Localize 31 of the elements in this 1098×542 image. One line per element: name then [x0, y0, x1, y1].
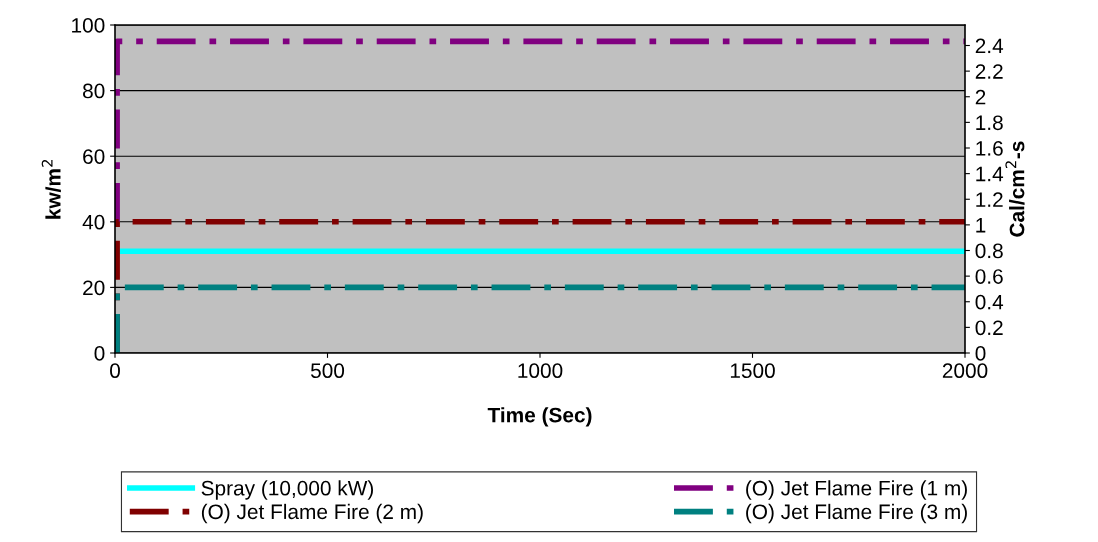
legend-label: (O) Jet Flame Fire (3 m) — [746, 503, 967, 524]
y2-tick-label: 0 — [975, 346, 986, 361]
y2-tick-label: 1 — [976, 218, 986, 233]
y2-tick-label: 0.6 — [975, 269, 1003, 284]
legend-label: (O) Jet Flame Fire (1 m) — [746, 480, 967, 500]
y-tick-label: 80 — [83, 83, 105, 99]
y-tick-label: 40 — [82, 214, 105, 230]
x-tick-label: 0 — [110, 363, 120, 379]
y2-axis-title: Cal/cm$^{2}$-s — [1005, 141, 1025, 237]
y-tick-label: 60 — [83, 149, 105, 164]
y-tick-label: 20 — [83, 280, 105, 296]
x-tick-label: 1500 — [730, 363, 775, 379]
legend-label: Spray (10,000 kW) — [201, 480, 374, 500]
y2-tick-label: 2.2 — [975, 64, 1003, 79]
x-tick-label: 500 — [310, 363, 345, 379]
y2-tick-label: 1.6 — [976, 141, 1003, 156]
y2-tick-label: 0.2 — [975, 320, 1003, 336]
y2-tick-label: 1.4 — [976, 166, 1004, 182]
y-tick-label: 0 — [94, 346, 105, 361]
y2-tick-label: 0.8 — [975, 243, 1003, 259]
y2-tick-label: 1.8 — [976, 115, 1003, 131]
y-axis-title: kw/m$^{2}$ — [41, 160, 61, 219]
y-tick-label: 100 — [72, 18, 105, 33]
y2-tick-label: 2 — [975, 89, 986, 105]
x-axis-title: Time (Sec) — [487, 407, 592, 427]
x-tick-label: 2000 — [942, 363, 988, 379]
x-tick-label: 1000 — [518, 363, 563, 379]
y2-tick-label: 1.2 — [976, 192, 1003, 207]
y2-tick-label: 0.4 — [975, 294, 1004, 310]
legend-label: (O) Jet Flame Fire (2 m) — [201, 503, 423, 524]
y2-tick-label: 2.4 — [975, 38, 1004, 54]
